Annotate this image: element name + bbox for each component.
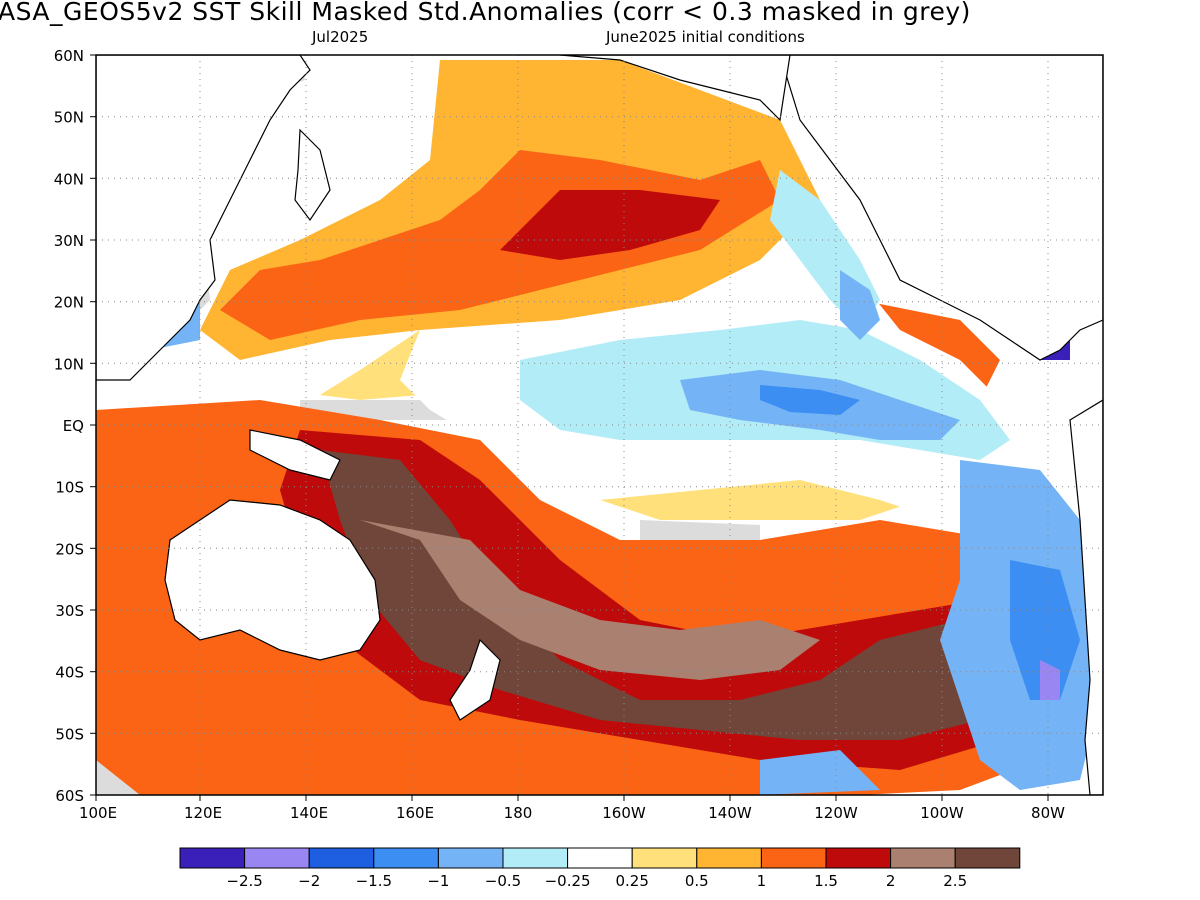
colorbar-label: 2.5	[943, 872, 967, 890]
south-america-land	[1069, 399, 1103, 795]
lon-label: 100W	[920, 804, 964, 822]
lat-label: 60S	[55, 787, 84, 805]
lat-label: 10S	[55, 479, 84, 497]
colorbar-swatch	[890, 847, 956, 869]
colorbar-swatch	[760, 847, 827, 869]
lat-label: 40N	[54, 170, 84, 188]
colorbar-label: −2.5	[226, 872, 262, 890]
lon-label: 160W	[602, 804, 646, 822]
colorbar-label: 1.5	[814, 872, 838, 890]
colorbar-swatch	[502, 847, 569, 869]
new-guinea-land	[249, 429, 341, 481]
colorbar-label: −1.5	[356, 872, 392, 890]
lat-label: EQ	[63, 417, 84, 435]
lat-label: 60N	[54, 47, 84, 65]
latitude-labels: 60N 50N 40N 30N 20N 10N EQ 10S 20S 30S 4…	[54, 47, 84, 805]
lat-label: 30N	[54, 232, 84, 250]
asia-landmass	[96, 55, 311, 381]
map-title: ASA_GEOS5v2 SST Skill Masked Std.Anomali…	[0, 0, 971, 26]
colorbar-swatch	[308, 847, 375, 869]
lon-label: 180	[504, 804, 533, 822]
colorbar-swatch	[179, 847, 246, 869]
lon-label: 160E	[396, 804, 434, 822]
colorbar-label: −2	[298, 872, 320, 890]
lat-label: 50S	[55, 725, 84, 743]
colorbar-swatches	[179, 847, 1021, 869]
colorbar-label: −0.25	[545, 872, 591, 890]
lon-label: 100E	[79, 804, 117, 822]
new-zealand-land	[449, 638, 501, 721]
colorbar-label: −1	[427, 872, 449, 890]
north-america-land	[779, 55, 1103, 361]
colorbar-swatch	[244, 847, 310, 869]
lat-label: 20N	[54, 294, 84, 312]
colorbar-swatch	[825, 847, 892, 869]
lat-label: 50N	[54, 109, 84, 127]
colorbar-swatch	[696, 847, 762, 869]
colorbar-swatch	[567, 847, 633, 869]
colorbar-labels: −2.5 −2 −1.5 −1 −0.5 −0.25 0.25 0.5 1 1.5 2 2.5	[226, 872, 967, 890]
lon-label: 120E	[184, 804, 222, 822]
lon-label: 120W	[814, 804, 858, 822]
lat-label: 10N	[54, 355, 84, 373]
initial-conditions-label: June2025 initial conditions	[606, 28, 805, 46]
land-masses	[96, 55, 1103, 795]
forecast-month-label: Jul2025	[312, 28, 369, 46]
colorbar-label: 0.25	[615, 872, 648, 890]
lat-label: 20S	[55, 540, 84, 558]
alaska-coast	[559, 55, 791, 122]
axis-ticks	[90, 54, 1049, 801]
lat-label: 30S	[55, 602, 84, 620]
colorbar-swatch	[954, 847, 1021, 869]
lon-label: 140E	[290, 804, 328, 822]
lon-label: 140W	[708, 804, 752, 822]
colorbar-swatch	[437, 847, 504, 869]
colorbar-label: 0.5	[685, 872, 709, 890]
lat-label: 40S	[55, 664, 84, 682]
colorbar-label: −0.5	[485, 872, 521, 890]
colorbar-label: 1	[757, 872, 767, 890]
colorbar-swatch	[631, 847, 698, 869]
australia-land	[164, 499, 381, 661]
japan-land	[294, 128, 331, 222]
colorbar-swatch	[373, 847, 439, 869]
longitude-labels: 100E 120E 140E 160E 180 160W 140W 120W 1…	[79, 804, 1065, 822]
colorbar-label: 2	[886, 872, 896, 890]
lon-label: 80W	[1031, 804, 1065, 822]
colorbar: −2.5 −2 −1.5 −1 −0.5 −0.25 0.25 0.5 1 1.5 2 2.5	[179, 847, 1021, 890]
